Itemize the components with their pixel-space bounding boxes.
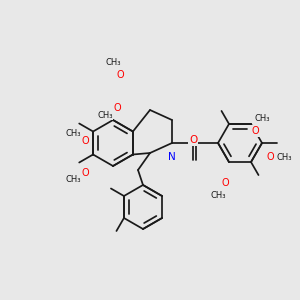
Text: O: O [82,168,89,178]
Text: CH₃: CH₃ [97,110,112,119]
Text: O: O [116,70,124,80]
Text: O: O [113,103,121,113]
Text: O: O [82,136,89,146]
Text: O: O [189,135,197,145]
Text: O: O [221,178,229,188]
Text: CH₃: CH₃ [65,130,81,139]
Text: CH₃: CH₃ [65,176,81,184]
Text: CH₃: CH₃ [254,114,270,123]
Text: CH₃: CH₃ [210,190,226,200]
Text: CH₃: CH₃ [276,152,292,161]
Text: O: O [266,152,274,162]
Text: O: O [251,126,259,136]
Text: N: N [168,152,176,162]
Text: CH₃: CH₃ [105,58,121,68]
